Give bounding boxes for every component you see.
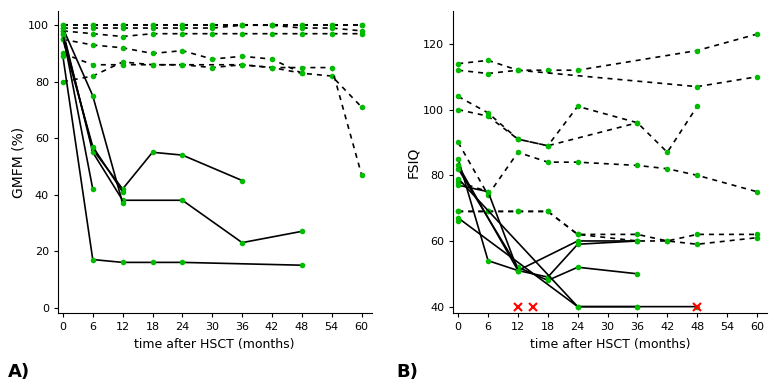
X-axis label: time after HSCT (months): time after HSCT (months) <box>530 338 690 351</box>
Y-axis label: FSIQ: FSIQ <box>406 146 420 178</box>
Text: A): A) <box>8 363 30 381</box>
X-axis label: time after HSCT (months): time after HSCT (months) <box>135 338 295 351</box>
Text: B): B) <box>397 363 419 381</box>
Y-axis label: GMFM (%): GMFM (%) <box>11 127 25 198</box>
